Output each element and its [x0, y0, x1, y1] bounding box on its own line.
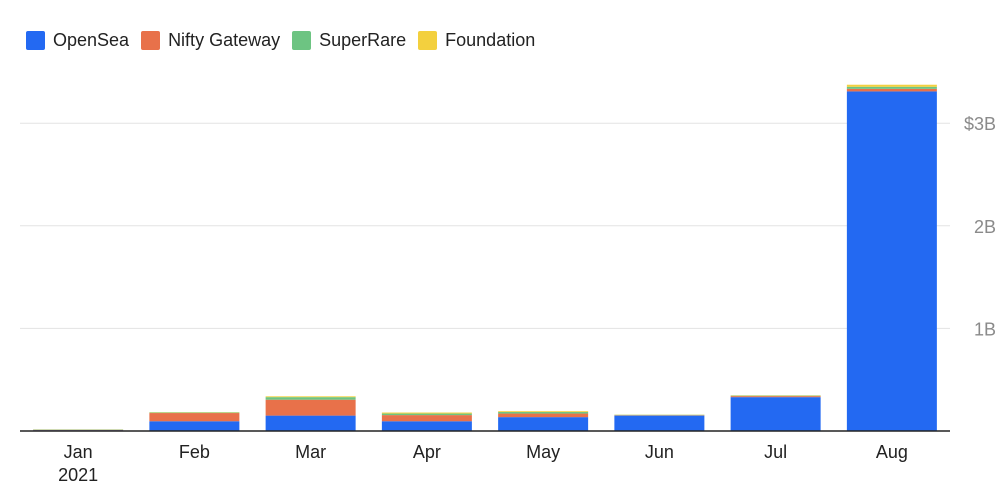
bar-aug-nifty-gateway [846, 88, 937, 92]
y-tick-label-0: 1B [974, 319, 996, 339]
legend-label-opensea: OpenSea [53, 29, 130, 50]
bar-aug-superrare [846, 86, 937, 89]
bar-jul-opensea [730, 397, 821, 431]
legend-swatch-nifty-gateway [141, 30, 161, 50]
bar-mar-nifty-gateway [265, 399, 356, 416]
legend-item-foundation: Foundation [418, 30, 535, 51]
bar-mar-opensea [265, 415, 356, 431]
x-tick-label-apr: Apr [413, 442, 441, 462]
bar-aug-opensea [846, 91, 937, 432]
legend-item-superrare: SuperRare [292, 30, 406, 51]
bar-may-superrare [498, 412, 589, 414]
bar-jul-nifty-gateway [730, 396, 821, 398]
x-tick-label-feb: Feb [179, 442, 210, 462]
legend-swatch-superrare [292, 30, 312, 50]
bar-aug-foundation [846, 84, 937, 87]
x-tick-label-jan: Jan [64, 442, 93, 462]
x-tick-label-aug: Aug [876, 442, 908, 462]
x-tick-label-jun: Jun [645, 442, 674, 462]
bar-apr-superrare [381, 413, 472, 416]
bar-may-nifty-gateway [498, 413, 589, 418]
bar-apr-opensea [381, 421, 472, 431]
bar-jul-superrare [730, 395, 821, 397]
bar-feb-superrare [149, 412, 240, 414]
chart-legend: OpenSea Nifty Gateway SuperRare Foundati… [26, 28, 547, 52]
bar-may-foundation [498, 411, 589, 413]
bar-feb-nifty-gateway [149, 413, 240, 422]
bar-apr-nifty-gateway [381, 415, 472, 422]
bar-jun-opensea [614, 415, 705, 431]
legend-swatch-foundation [418, 30, 438, 50]
bar-mar-foundation [265, 396, 356, 398]
x-tick-sublabel-jan: 2021 [58, 465, 98, 485]
bar-may-opensea [498, 417, 589, 431]
legend-swatch-opensea [26, 30, 45, 50]
legend-item-opensea: OpenSea [26, 30, 129, 51]
bar-apr-foundation [381, 412, 472, 414]
bar-mar-superrare [265, 397, 356, 400]
legend-label-foundation: Foundation [445, 29, 536, 50]
legend-item-nifty-gateway: Nifty Gateway [141, 30, 280, 51]
legend-label-nifty-gateway: Nifty Gateway [168, 29, 281, 50]
x-tick-label-mar: Mar [295, 442, 326, 462]
y-tick-label-1: 2B [974, 217, 996, 237]
legend-label-superrare: SuperRare [319, 29, 407, 50]
x-tick-label-jul: Jul [764, 442, 787, 462]
y-tick-label-2: $3B [964, 114, 996, 134]
x-tick-label-may: May [526, 442, 560, 462]
bar-feb-opensea [149, 421, 240, 431]
